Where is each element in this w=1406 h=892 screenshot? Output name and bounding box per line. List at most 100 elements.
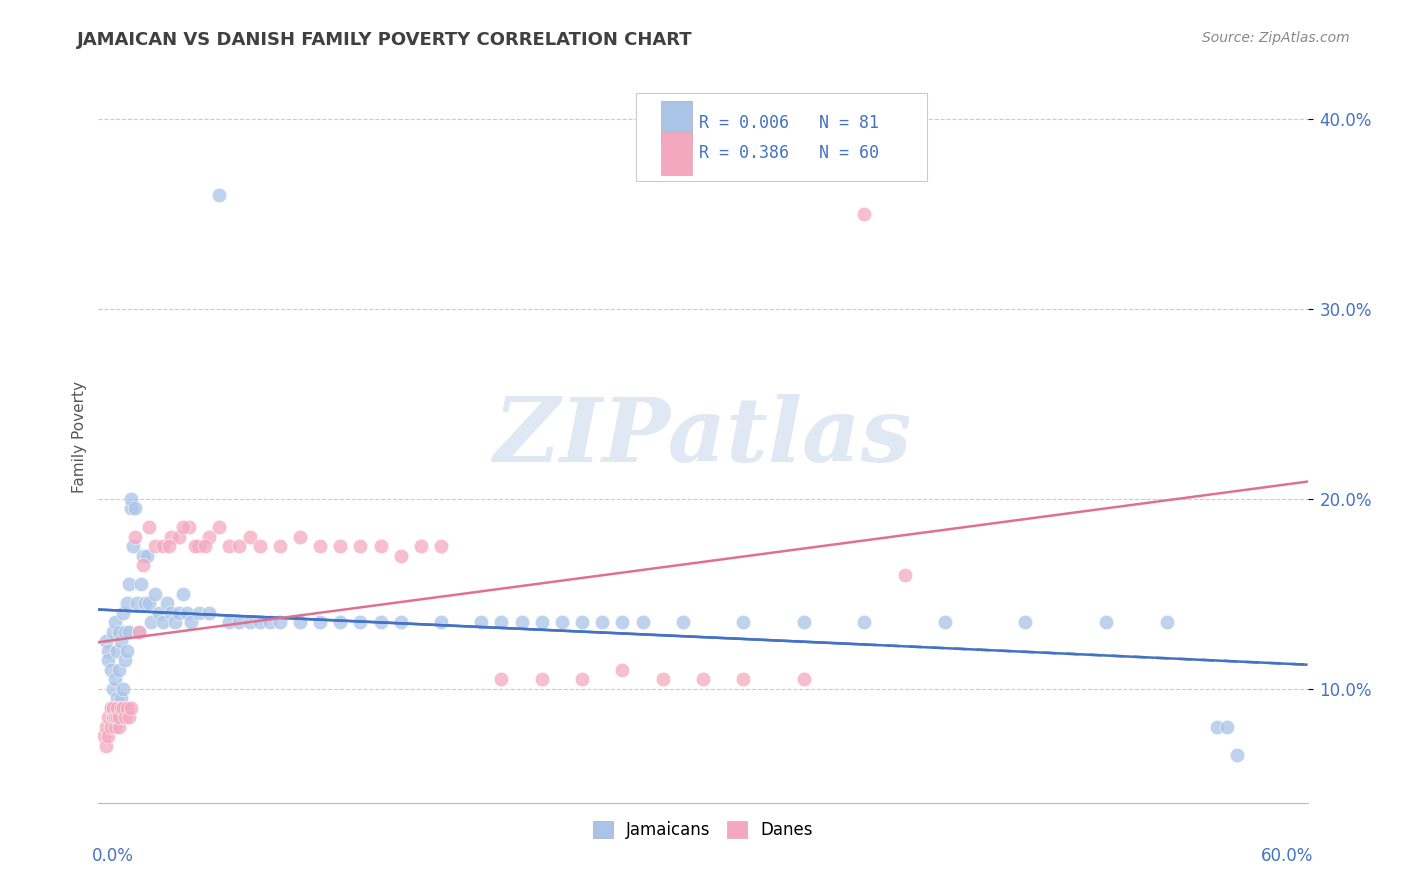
Point xyxy=(101,701,124,715)
Point xyxy=(329,539,352,553)
Point xyxy=(101,710,124,724)
Point xyxy=(163,615,186,630)
Point xyxy=(124,530,146,544)
Point xyxy=(143,539,166,553)
Point xyxy=(491,615,513,630)
Point xyxy=(114,624,136,639)
Point xyxy=(612,663,634,677)
Point xyxy=(107,720,129,734)
Point xyxy=(132,558,155,573)
Point xyxy=(93,729,115,743)
Point xyxy=(249,539,271,553)
Text: Source: ZipAtlas.com: Source: ZipAtlas.com xyxy=(1202,31,1350,45)
Point xyxy=(228,615,250,630)
Point xyxy=(692,673,714,687)
Point xyxy=(793,615,815,630)
Point xyxy=(309,539,332,553)
Point xyxy=(143,587,166,601)
Point xyxy=(115,644,138,658)
Point xyxy=(101,681,124,696)
Point xyxy=(288,530,311,544)
Point xyxy=(259,615,281,630)
Point xyxy=(103,720,125,734)
Point xyxy=(551,615,574,630)
Point xyxy=(430,615,453,630)
Point xyxy=(179,520,201,534)
Point xyxy=(100,701,122,715)
Point xyxy=(124,501,146,516)
Point xyxy=(160,530,183,544)
Point xyxy=(188,606,211,620)
Point xyxy=(152,539,174,553)
Point xyxy=(530,673,553,687)
Point xyxy=(172,520,194,534)
Point xyxy=(208,520,231,534)
Point xyxy=(389,549,412,563)
Point xyxy=(103,710,125,724)
Point xyxy=(128,624,150,639)
Point xyxy=(107,663,129,677)
Point xyxy=(430,539,453,553)
Point xyxy=(105,710,128,724)
Text: ZIPatlas: ZIPatlas xyxy=(495,394,911,480)
Point xyxy=(409,539,432,553)
Text: JAMAICAN VS DANISH FAMILY POVERTY CORRELATION CHART: JAMAICAN VS DANISH FAMILY POVERTY CORREL… xyxy=(77,31,693,49)
Point xyxy=(370,615,392,630)
Point xyxy=(111,606,134,620)
Point xyxy=(491,673,513,687)
Point xyxy=(135,549,157,563)
Point xyxy=(571,673,593,687)
Point xyxy=(733,673,755,687)
Legend: Jamaicans, Danes: Jamaicans, Danes xyxy=(586,814,820,846)
Point xyxy=(118,710,141,724)
Point xyxy=(129,577,152,591)
Point xyxy=(194,539,217,553)
Point xyxy=(111,701,134,715)
Point xyxy=(132,549,155,563)
Point xyxy=(733,615,755,630)
Point xyxy=(97,710,120,724)
Point xyxy=(97,644,120,658)
Point xyxy=(269,615,291,630)
Text: 60.0%: 60.0% xyxy=(1261,847,1313,864)
Point xyxy=(651,673,673,687)
Point xyxy=(105,701,128,715)
Point xyxy=(288,615,311,630)
Point xyxy=(110,634,132,648)
Point xyxy=(97,653,120,667)
Point xyxy=(125,596,148,610)
Point xyxy=(793,673,815,687)
Point xyxy=(138,596,160,610)
Point xyxy=(96,634,118,648)
Point xyxy=(269,539,291,553)
Point xyxy=(239,615,262,630)
Point xyxy=(115,701,138,715)
Point xyxy=(120,501,142,516)
Point xyxy=(101,624,124,639)
Point xyxy=(152,615,174,630)
Point xyxy=(120,701,142,715)
FancyBboxPatch shape xyxy=(661,101,692,145)
Point xyxy=(167,530,190,544)
Point xyxy=(530,615,553,630)
Point xyxy=(103,673,125,687)
Point xyxy=(571,615,593,630)
Point xyxy=(208,187,231,202)
Point xyxy=(167,606,190,620)
Point xyxy=(110,701,132,715)
Point xyxy=(228,539,250,553)
Point xyxy=(612,615,634,630)
Point xyxy=(631,615,654,630)
Point xyxy=(139,615,162,630)
Text: 0.0%: 0.0% xyxy=(93,847,134,864)
Point xyxy=(128,624,150,639)
Point xyxy=(138,520,160,534)
Point xyxy=(1156,615,1178,630)
Point xyxy=(349,615,371,630)
Point xyxy=(309,615,332,630)
Point xyxy=(1206,720,1229,734)
Point xyxy=(389,615,412,630)
Point xyxy=(134,596,156,610)
Point xyxy=(188,539,211,553)
Point xyxy=(111,681,134,696)
